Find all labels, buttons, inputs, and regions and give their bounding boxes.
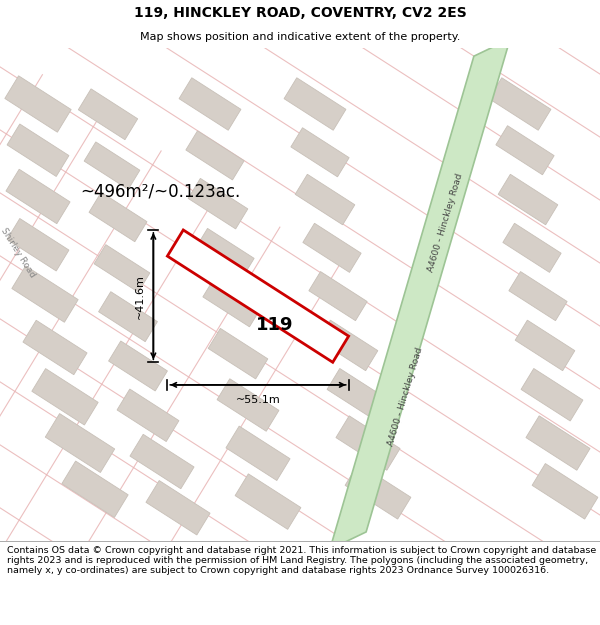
Polygon shape [45, 414, 115, 472]
Polygon shape [336, 416, 400, 470]
Polygon shape [203, 278, 261, 327]
Polygon shape [98, 292, 157, 342]
Polygon shape [226, 426, 290, 481]
Polygon shape [167, 230, 349, 362]
Polygon shape [117, 389, 179, 441]
Text: 119, HINCKLEY ROAD, COVENTRY, CV2 2ES: 119, HINCKLEY ROAD, COVENTRY, CV2 2ES [134, 6, 466, 20]
Polygon shape [291, 127, 349, 177]
Text: ~55.1m: ~55.1m [236, 395, 280, 405]
Polygon shape [32, 369, 98, 425]
Polygon shape [526, 416, 590, 470]
Text: ~41.6m: ~41.6m [136, 274, 145, 319]
Polygon shape [146, 481, 210, 535]
Polygon shape [79, 89, 137, 140]
Polygon shape [503, 223, 561, 272]
Polygon shape [12, 266, 78, 322]
Polygon shape [130, 434, 194, 489]
Polygon shape [94, 244, 150, 292]
Polygon shape [303, 223, 361, 272]
Text: Shirley Road: Shirley Road [0, 226, 37, 279]
Polygon shape [521, 369, 583, 421]
Polygon shape [186, 131, 244, 180]
Polygon shape [309, 271, 367, 321]
Polygon shape [6, 169, 70, 224]
Polygon shape [23, 320, 87, 375]
Polygon shape [509, 271, 567, 321]
Polygon shape [515, 320, 575, 371]
Polygon shape [5, 76, 71, 132]
Polygon shape [7, 124, 69, 176]
Polygon shape [532, 464, 598, 519]
Polygon shape [7, 219, 69, 271]
Polygon shape [498, 174, 558, 225]
Polygon shape [330, 39, 510, 549]
Polygon shape [235, 474, 301, 529]
Text: Map shows position and indicative extent of the property.: Map shows position and indicative extent… [140, 32, 460, 42]
Polygon shape [295, 174, 355, 225]
Polygon shape [196, 228, 254, 278]
Polygon shape [208, 328, 268, 379]
Polygon shape [217, 379, 279, 431]
Polygon shape [318, 320, 378, 371]
Polygon shape [327, 369, 389, 421]
Polygon shape [84, 142, 140, 189]
Polygon shape [345, 464, 411, 519]
Polygon shape [89, 192, 147, 242]
Text: A4600 - Hinckley Road: A4600 - Hinckley Road [386, 346, 424, 447]
Text: Contains OS data © Crown copyright and database right 2021. This information is : Contains OS data © Crown copyright and d… [7, 546, 596, 576]
Text: A4600 - Hinckley Road: A4600 - Hinckley Road [426, 172, 464, 272]
Polygon shape [496, 126, 554, 175]
Polygon shape [284, 78, 346, 130]
Polygon shape [489, 78, 551, 130]
Polygon shape [188, 178, 248, 229]
Text: ~496m²/~0.123ac.: ~496m²/~0.123ac. [80, 182, 240, 201]
Text: 119: 119 [256, 316, 294, 334]
Polygon shape [62, 461, 128, 518]
Polygon shape [109, 341, 167, 391]
Polygon shape [179, 78, 241, 130]
